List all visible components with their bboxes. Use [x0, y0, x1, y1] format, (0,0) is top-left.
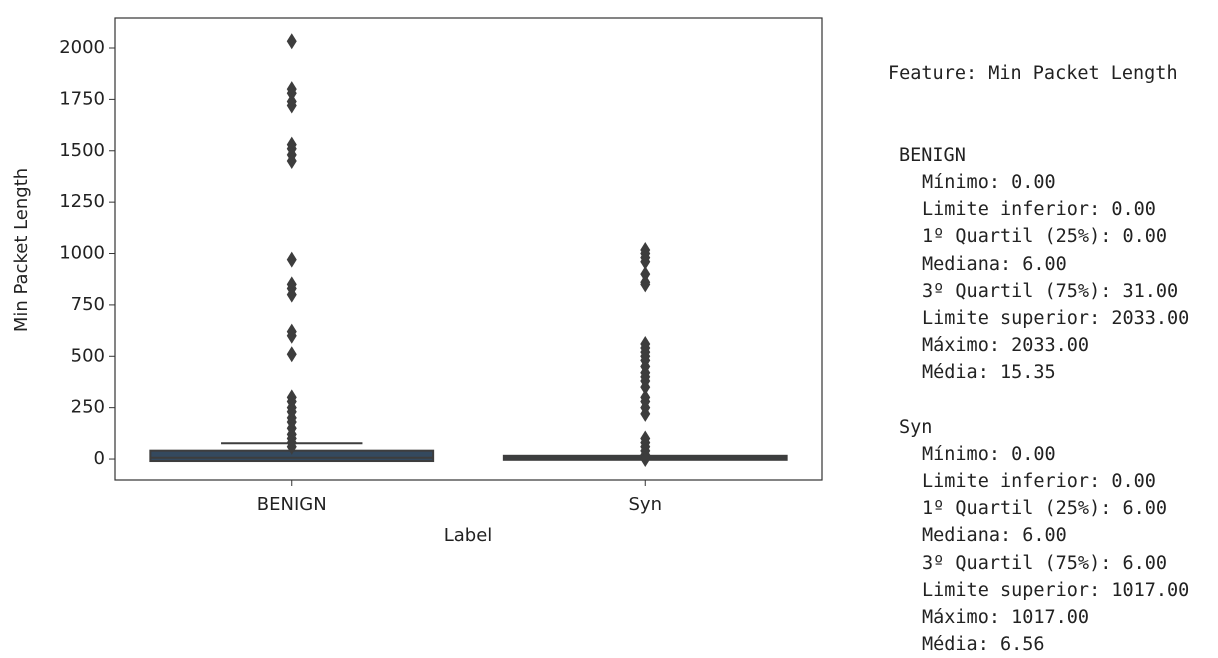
stat-line: Média: 6.56	[922, 634, 1045, 656]
outlier	[286, 153, 297, 170]
y-tick-label: 1250	[59, 191, 105, 212]
stat-line: Mínimo: 0.00	[922, 172, 1056, 194]
stat-line: Máximo: 2033.00	[922, 335, 1090, 357]
stat-line: 3º Quartil (75%): 31.00	[922, 280, 1179, 302]
outlier	[286, 286, 297, 303]
y-tick-label: 1500	[59, 140, 105, 161]
stat-line: Mediana: 6.00	[922, 525, 1067, 547]
y-tick-label: 1750	[59, 88, 105, 109]
stat-line: 3º Quartil (75%): 6.00	[922, 552, 1168, 574]
stat-line: 1º Quartil (25%): 6.00	[922, 498, 1168, 520]
outlier	[640, 253, 651, 270]
plot-frame	[114, 17, 823, 481]
outlier	[286, 97, 297, 114]
x-axis-label: Label	[444, 525, 493, 546]
outlier	[286, 251, 297, 268]
stat-line: Máximo: 1017.00	[922, 607, 1090, 629]
outlier	[640, 451, 651, 468]
outlier	[286, 33, 297, 50]
panel-title: Feature: Min Packet Length	[888, 63, 1178, 85]
outlier	[640, 405, 651, 422]
stat-line: Mediana: 6.00	[922, 253, 1067, 275]
stat-line: 1º Quartil (25%): 0.00	[922, 226, 1168, 248]
stat-line: Média: 15.35	[922, 362, 1056, 384]
x-tick-label: BENIGN	[257, 494, 327, 515]
stat-line: Mínimo: 0.00	[922, 443, 1056, 465]
stat-line: Limite superior: 2033.00	[922, 308, 1190, 330]
y-tick-label: 750	[71, 294, 105, 315]
stat-line: Limite inferior: 0.00	[922, 471, 1156, 493]
page: {"chart_data": {"type": "box", "xlabel":…	[11, 17, 1190, 656]
group-name: BENIGN	[899, 144, 966, 166]
chart: Label Min Packet Length 0 250 500 750 1000 12…	[11, 17, 823, 546]
y-tick-label: 250	[71, 397, 105, 418]
outlier	[640, 276, 651, 293]
outlier	[640, 379, 651, 396]
stats-panel: Feature: Min Packet Length BENIGN Mínimo:…	[888, 6, 1189, 658]
outlier	[286, 327, 297, 344]
y-tick-label: 500	[71, 345, 105, 366]
stats-group: Syn Mínimo: 0.00 Limite inferior: 0.00 1º Q…	[888, 414, 1189, 658]
y-tick-label: 2000	[59, 37, 105, 58]
stat-line: Limite inferior: 0.00	[922, 199, 1156, 221]
outlier	[286, 346, 297, 363]
stat-line: Limite superior: 1017.00	[922, 579, 1190, 601]
stats-group: BENIGN Mínimo: 0.00 Limite inferior: 0.00 1…	[888, 142, 1189, 387]
y-tick-label: 0	[94, 448, 105, 469]
outlier	[286, 438, 297, 455]
outlier	[286, 85, 297, 102]
y-tick-label: 1000	[59, 243, 105, 264]
outlier	[640, 266, 651, 283]
group-name: Syn	[899, 416, 933, 438]
y-axis-label: Min Packet Length	[11, 168, 32, 332]
x-tick-label: Syn	[629, 494, 663, 515]
